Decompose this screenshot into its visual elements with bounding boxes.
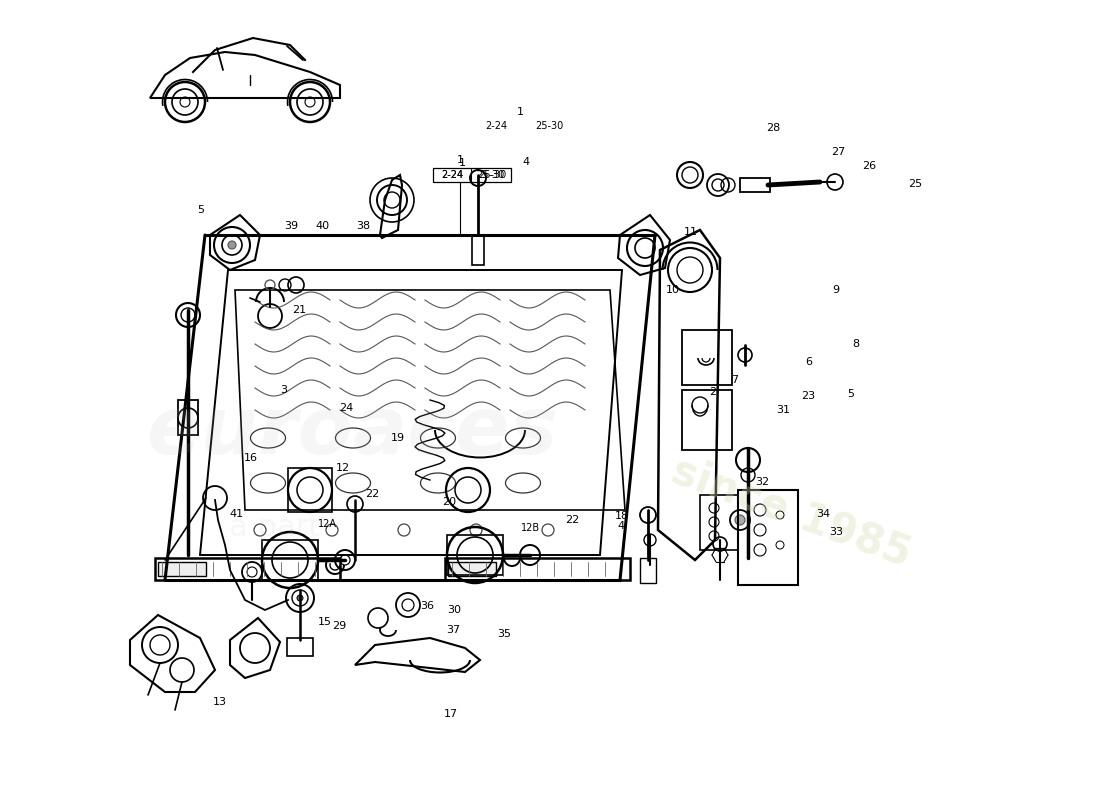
Circle shape <box>228 241 236 249</box>
Text: 4: 4 <box>618 522 625 531</box>
Text: 30: 30 <box>448 605 461 614</box>
Text: 25: 25 <box>909 179 922 189</box>
Bar <box>262 540 318 580</box>
Text: 12: 12 <box>337 463 350 473</box>
Text: 8: 8 <box>852 339 859 349</box>
Text: 17: 17 <box>444 710 458 719</box>
Text: 25-30: 25-30 <box>476 170 504 180</box>
Bar <box>433 168 512 182</box>
Text: 24: 24 <box>340 403 353 413</box>
Text: 15: 15 <box>318 618 331 627</box>
Text: 1: 1 <box>456 155 463 165</box>
Text: since 1985: since 1985 <box>667 450 917 574</box>
Text: 2-24: 2-24 <box>485 122 507 131</box>
Bar <box>700 495 738 550</box>
Bar <box>682 330 732 385</box>
Text: 22: 22 <box>565 515 579 525</box>
Text: 2-24: 2-24 <box>441 170 463 180</box>
Text: 4: 4 <box>522 157 529 166</box>
Bar <box>682 390 732 450</box>
Text: 5: 5 <box>847 389 854 398</box>
Text: 39: 39 <box>285 221 298 230</box>
Text: 11: 11 <box>684 227 697 237</box>
Circle shape <box>735 515 745 525</box>
Text: 18: 18 <box>615 511 628 521</box>
Text: euroaces: euroaces <box>146 393 558 471</box>
Bar <box>448 562 496 576</box>
Text: 37: 37 <box>447 626 460 635</box>
Text: 32: 32 <box>756 478 769 487</box>
Text: 12A: 12A <box>318 519 338 529</box>
Text: 1: 1 <box>517 107 524 117</box>
Bar <box>740 178 770 192</box>
Bar <box>288 468 332 512</box>
Text: 36: 36 <box>420 601 433 610</box>
Text: 10: 10 <box>667 286 680 295</box>
Text: 31: 31 <box>777 406 790 415</box>
Text: 26: 26 <box>862 162 876 171</box>
Text: a part: a part <box>230 514 320 542</box>
Bar <box>446 558 630 580</box>
Text: 3: 3 <box>280 386 287 395</box>
Text: 38: 38 <box>356 221 370 230</box>
Text: 25-30: 25-30 <box>477 170 506 180</box>
Text: 16: 16 <box>244 454 257 463</box>
Circle shape <box>297 595 302 601</box>
Text: 5: 5 <box>197 205 204 214</box>
Text: 35: 35 <box>497 630 510 639</box>
Text: 22: 22 <box>365 490 378 499</box>
Text: 6: 6 <box>805 357 812 366</box>
Text: 40: 40 <box>316 221 329 230</box>
Bar <box>178 400 198 435</box>
Text: 34: 34 <box>816 510 829 519</box>
Bar <box>640 558 656 583</box>
Bar <box>155 558 340 580</box>
Text: 20: 20 <box>442 497 455 506</box>
Bar <box>158 562 206 576</box>
Text: 21: 21 <box>293 305 306 314</box>
Text: 7: 7 <box>732 375 738 385</box>
Text: 12B: 12B <box>520 523 540 533</box>
Text: 1: 1 <box>459 158 465 168</box>
Bar <box>472 235 484 265</box>
Text: 13: 13 <box>213 698 227 707</box>
Text: 25-30: 25-30 <box>535 122 563 131</box>
Text: 2: 2 <box>710 387 716 397</box>
Text: 23: 23 <box>802 391 815 401</box>
Bar <box>447 535 503 575</box>
Text: 2-24: 2-24 <box>441 170 463 180</box>
Text: 41: 41 <box>230 509 243 518</box>
Text: 19: 19 <box>392 433 405 442</box>
Text: 33: 33 <box>829 527 843 537</box>
Text: 9: 9 <box>833 285 839 294</box>
Text: 29: 29 <box>332 621 345 630</box>
Text: 28: 28 <box>767 123 780 133</box>
Bar <box>738 490 798 585</box>
Bar <box>287 638 314 656</box>
Text: 27: 27 <box>832 147 845 157</box>
